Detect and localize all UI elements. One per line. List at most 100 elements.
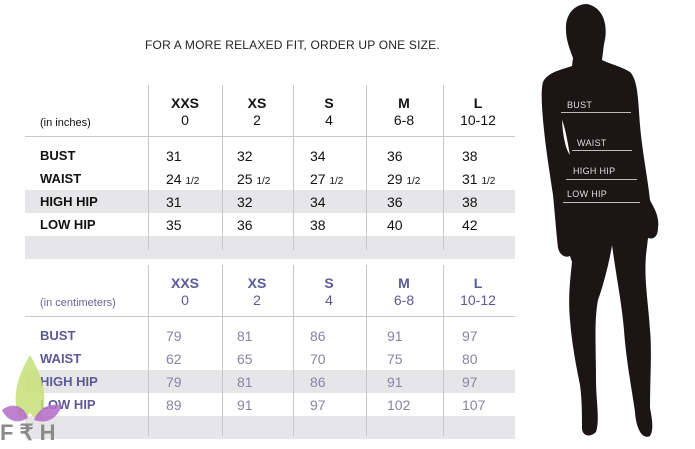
size-name: L [473,95,483,111]
column-divider [148,85,149,250]
measurement-value: 91 [387,374,403,390]
svg-text:F ₹ H: F ₹ H [0,420,56,445]
measurement-value: 70 [310,351,326,367]
measurement-value: 38 [462,194,478,210]
measurement-value: 34 [310,194,326,210]
body-silhouette [541,4,659,437]
column-divider [443,85,444,250]
measurement-value: 38 [462,148,478,164]
measurement-value: 79 [166,374,182,390]
measurement-label: WAIST [40,351,82,366]
row-band [25,190,515,213]
measurement-label: LOW HIP [40,217,96,232]
measurement-value: 81 [237,374,253,390]
measurement-value: 42 [462,217,478,233]
size-name: XXS [170,95,199,111]
measurement-value: 25 1/2 [237,171,271,187]
size-number: 6-8 [393,292,415,308]
size-number: 0 [181,112,189,128]
column-divider [293,265,294,436]
measurement-line [561,112,631,113]
size-header: L 10-12 [443,275,513,309]
measurement-value: 31 1/2 [462,171,496,187]
size-name: XXS [170,275,199,291]
figure-label: WAIST [577,138,607,148]
size-name: XS [247,95,267,111]
measurement-value: 32 [237,194,253,210]
size-name: M [398,95,410,111]
measurement-value: 40 [387,217,403,233]
size-number: 10-12 [460,112,496,128]
measurement-value: 81 [237,328,253,344]
measurement-value: 80 [462,351,478,367]
size-name: XS [247,275,267,291]
measurement-value: 36 [387,194,403,210]
figure-label: BUST [567,100,593,110]
size-number: 0 [181,292,189,308]
size-header: M 6-8 [369,275,439,309]
row-band [25,370,515,393]
column-divider [293,85,294,250]
size-number: 10-12 [460,292,496,308]
size-number: 4 [325,292,333,308]
measurement-value: 36 [237,217,253,233]
measurement-label: HIGH HIP [40,374,98,389]
size-number: 2 [253,112,261,128]
size-header: XXS 0 [150,275,220,309]
figure-label: HIGH HIP [573,166,616,176]
measurement-value: 31 [166,148,182,164]
measurement-value: 89 [166,397,182,413]
measurement-value: 38 [310,217,326,233]
measurement-value: 107 [462,397,486,413]
size-header: L 10-12 [443,95,513,129]
size-name: L [473,275,483,291]
measurement-line [563,202,640,203]
size-name: M [398,275,410,291]
measurement-value: 36 [387,148,403,164]
measurement-value: 102 [387,397,411,413]
header-divider [25,136,515,137]
measurement-value: 91 [237,397,253,413]
column-divider [222,265,223,436]
figure-label: LOW HIP [567,189,608,199]
measurement-value: 62 [166,351,182,367]
unit-label: (in inches) [40,117,91,129]
row-band [25,416,515,439]
measurement-value: 31 [166,194,182,210]
measurement-value: 86 [310,328,326,344]
row-band [25,236,515,259]
fit-note: FOR A MORE RELAXED FIT, ORDER UP ONE SIZ… [145,38,440,52]
measurement-value: 24 1/2 [166,171,200,187]
measurement-value: 75 [387,351,403,367]
measurement-line [566,179,637,180]
unit-label: (in centimeters) [40,297,116,309]
measurement-value: 29 1/2 [387,171,421,187]
brand-logo: F ₹ H [0,355,62,445]
measurement-value: 65 [237,351,253,367]
measurement-line [572,150,632,151]
measurement-value: 97 [462,374,478,390]
size-name: S [324,95,334,111]
measurement-label: BUST [40,328,76,343]
measurement-value: 34 [310,148,326,164]
size-number: 4 [325,112,333,128]
measurement-label: BUST [40,148,76,163]
column-divider [222,85,223,250]
measurement-value: 97 [310,397,326,413]
measurement-value: 91 [387,328,403,344]
size-number: 2 [253,292,261,308]
column-divider [366,85,367,250]
size-header: XXS 0 [150,95,220,129]
measurement-value: 27 1/2 [310,171,344,187]
size-header: XS 2 [222,95,292,129]
column-divider [366,265,367,436]
measurement-value: 97 [462,328,478,344]
size-header: M 6-8 [369,95,439,129]
size-name: S [324,275,334,291]
measurement-value: 35 [166,217,182,233]
measurement-value: 32 [237,148,253,164]
measurement-value: 86 [310,374,326,390]
